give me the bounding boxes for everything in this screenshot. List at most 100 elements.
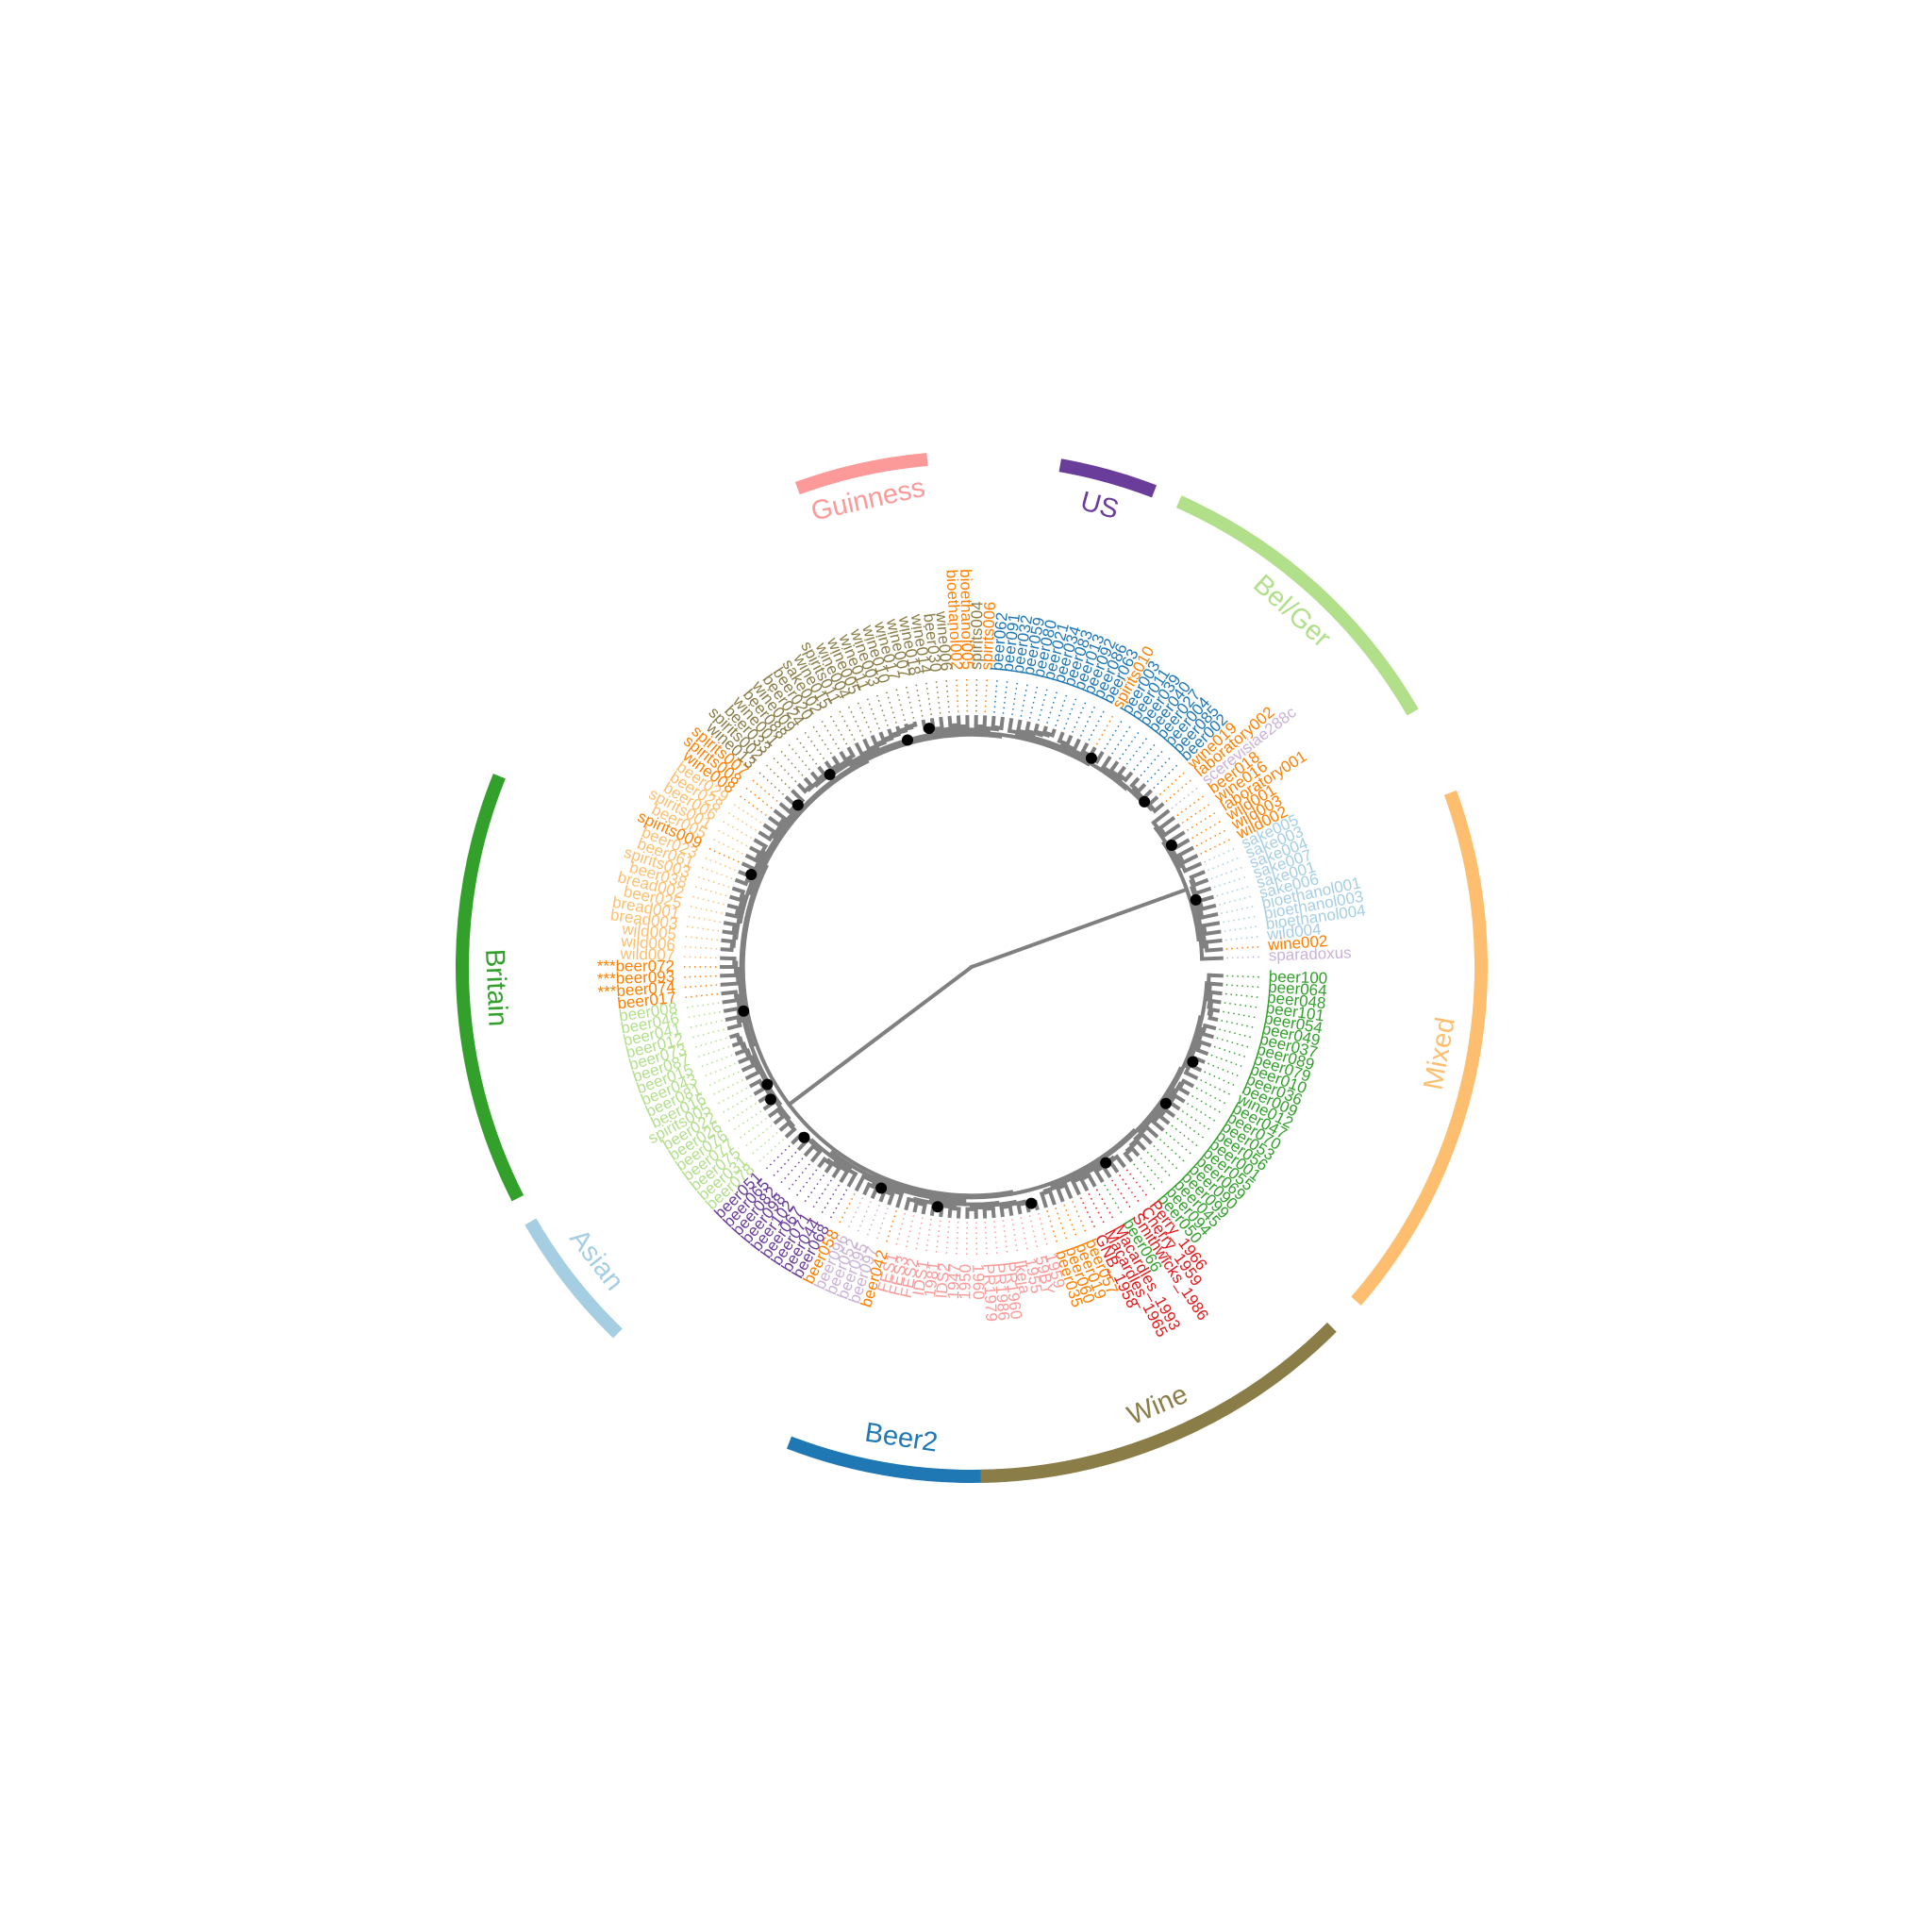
leaf-guide xyxy=(701,866,738,882)
leaf-guide xyxy=(1077,1192,1096,1228)
branch-radial xyxy=(846,1171,858,1188)
branch-radial xyxy=(726,903,741,911)
leaf-guide xyxy=(804,731,828,764)
leaf-guide xyxy=(1203,857,1239,874)
leaf-guide xyxy=(796,738,821,769)
branch-radial xyxy=(775,1100,783,1108)
leaf-guide xyxy=(1053,694,1068,732)
support-dot xyxy=(1159,1097,1172,1109)
branch-radial xyxy=(1015,719,1023,734)
branch-radial xyxy=(1069,1174,1075,1181)
branch-radial xyxy=(1024,721,1031,734)
leaf-label: ***beer072 xyxy=(597,957,675,974)
branch-radial xyxy=(1192,886,1212,896)
branch-radial xyxy=(777,1109,785,1116)
leaf-guide xyxy=(1195,839,1230,858)
branch-radial xyxy=(1199,903,1217,911)
branch-radial xyxy=(1130,1127,1138,1135)
branch-radial xyxy=(805,785,812,792)
branch-radial xyxy=(1072,738,1081,753)
branch-radial xyxy=(1116,765,1126,777)
leaf-guide xyxy=(821,721,842,755)
branch-radial xyxy=(904,1196,911,1211)
leaf-guide xyxy=(1221,974,1259,978)
branch-radial xyxy=(759,849,767,856)
leaf-guide xyxy=(1217,915,1256,924)
branch-radial xyxy=(999,1205,1005,1218)
leaf-guide xyxy=(1142,758,1171,787)
branch-radial xyxy=(753,1061,759,1068)
leaf-guide xyxy=(1036,689,1048,726)
clade-arc-mixed xyxy=(1351,790,1488,1306)
leaf-guide xyxy=(723,821,757,841)
leaf-guide xyxy=(935,1214,942,1253)
clade-arc-guinness xyxy=(794,453,928,495)
branch-radial xyxy=(1131,785,1139,792)
branch-radial xyxy=(723,921,738,927)
support-dot xyxy=(1139,795,1151,808)
branch-radial xyxy=(778,1120,791,1132)
branch-radial xyxy=(1093,1168,1105,1184)
leaf-guide xyxy=(1220,936,1258,941)
leaf-guide xyxy=(698,1044,735,1058)
leaf-guide xyxy=(1085,1189,1105,1224)
branch-radial xyxy=(1154,1113,1160,1120)
leaf-guide xyxy=(1129,1159,1156,1190)
leaf-guide xyxy=(925,1213,933,1252)
leaf-guide xyxy=(935,681,942,720)
branch-radial xyxy=(743,1048,751,1054)
branch-radial xyxy=(1095,1164,1103,1172)
leaf-guide xyxy=(895,1208,908,1245)
clade-arc-wine xyxy=(980,1322,1337,1483)
branch-radial xyxy=(729,894,743,903)
branch-radial xyxy=(912,1200,920,1213)
leaf-guide xyxy=(945,680,951,719)
support-dot xyxy=(1085,752,1097,764)
leaf-guide xyxy=(694,886,732,898)
leaf-label: beer100 xyxy=(1269,967,1328,987)
leaf-guide xyxy=(1093,715,1114,750)
branch-radial xyxy=(878,731,887,742)
branch-radial xyxy=(796,782,808,794)
branch-radial xyxy=(753,1086,767,1096)
branch-radial xyxy=(1139,1131,1153,1145)
leaf-guide xyxy=(780,750,808,780)
leaf-guide xyxy=(866,698,882,735)
leaf-guide xyxy=(1208,876,1246,891)
leaf-guide xyxy=(1070,702,1087,738)
leaf-guide xyxy=(740,1114,772,1139)
branch-radial xyxy=(817,765,827,777)
branch-radial xyxy=(828,1150,836,1158)
leaf-guide xyxy=(1129,744,1156,774)
leaf-guide xyxy=(839,710,858,745)
leaf-guide xyxy=(915,684,924,723)
branch-radial xyxy=(1161,840,1169,846)
branch-radial xyxy=(809,1148,823,1163)
branch-radial xyxy=(1133,1135,1141,1142)
leaf-guide xyxy=(1161,1128,1191,1155)
leaf-guide xyxy=(713,839,748,858)
branch-radial xyxy=(1177,1066,1185,1073)
leaf-label: 1950 xyxy=(956,1264,974,1300)
branch-radial xyxy=(773,1113,786,1125)
branch-radial xyxy=(1078,1176,1090,1192)
leaf-guide xyxy=(984,1216,988,1255)
branch-radial xyxy=(722,998,740,1005)
branch-radial xyxy=(1197,894,1215,904)
leaf-guide xyxy=(765,764,794,792)
leaf-guide xyxy=(1221,983,1259,989)
branch-radial xyxy=(749,1078,763,1089)
branch-radial xyxy=(1171,853,1179,859)
leaf-guide xyxy=(812,1174,835,1208)
branch-radial xyxy=(1108,760,1120,774)
support-dot xyxy=(923,723,935,735)
leaf-guide xyxy=(839,1189,858,1224)
branch-radial xyxy=(1176,1086,1191,1096)
branch-radial xyxy=(999,716,1005,731)
leaf-guide xyxy=(875,694,891,731)
leaf-guide xyxy=(1001,681,1008,720)
leaf-guide xyxy=(1101,721,1123,755)
leaf-guide xyxy=(752,1128,782,1155)
branch-radial xyxy=(886,1189,892,1195)
